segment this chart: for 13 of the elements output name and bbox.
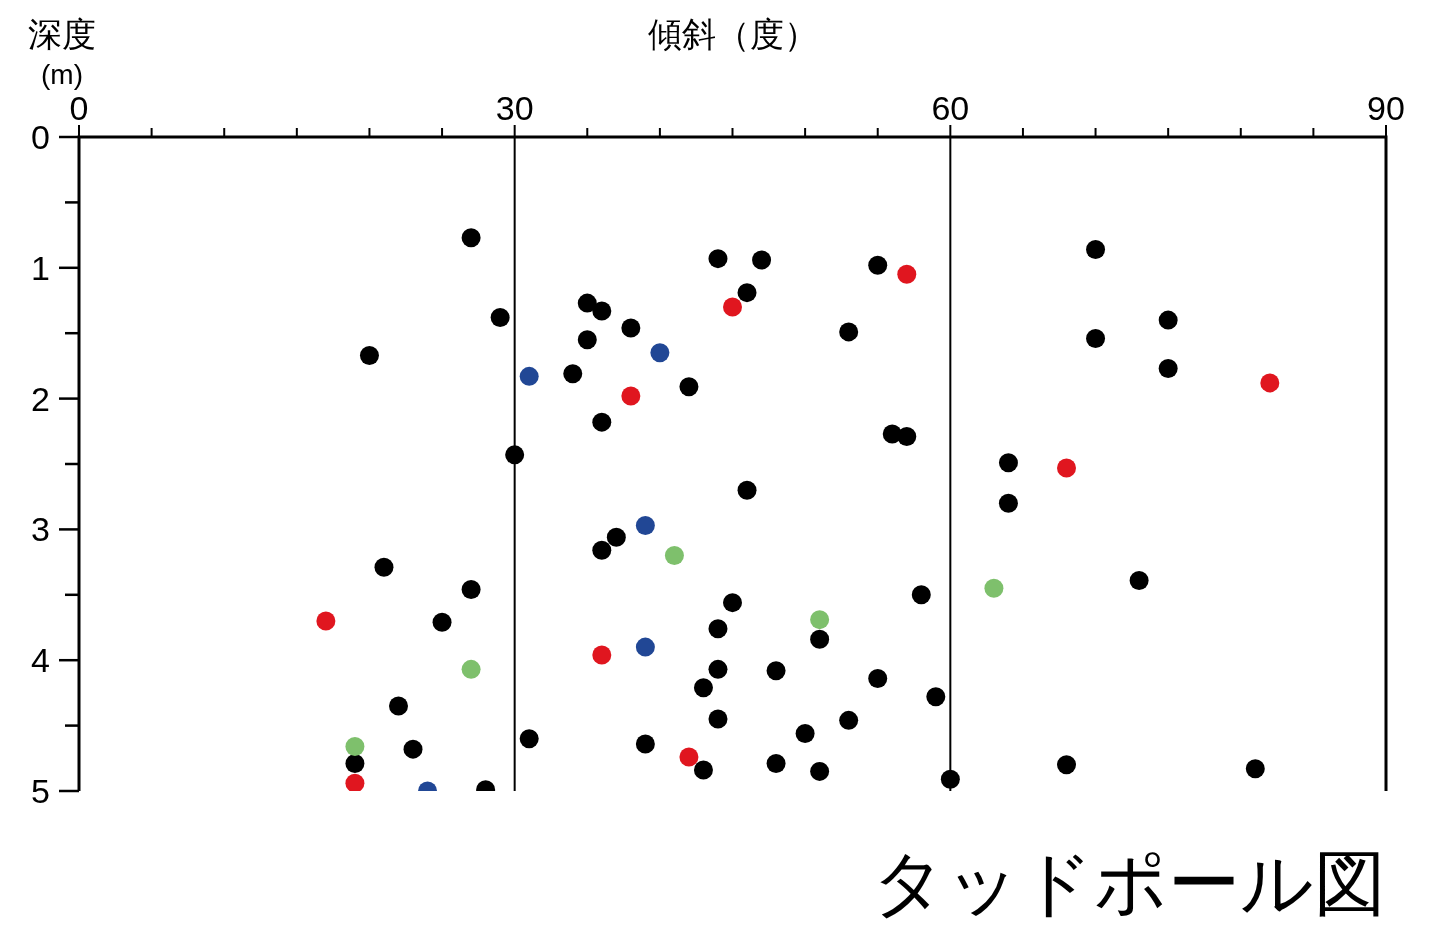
ylabel: 深度 (m) <box>28 15 96 90</box>
x-tick-label: 0 <box>69 89 89 127</box>
y-tick-label: 4 <box>31 641 50 680</box>
y-tick-label: 2 <box>31 379 50 418</box>
y-tick-label: 3 <box>31 510 50 549</box>
y-tick-label: 5 <box>31 772 50 810</box>
x-tick-label: 90 <box>1367 89 1405 127</box>
title: タッドポール図 <box>872 843 1386 923</box>
xlabel: 傾斜（度） <box>647 15 818 53</box>
x-tick-label: 60 <box>931 89 970 127</box>
y-tick-label: 0 <box>31 118 50 156</box>
x-tick-label: 30 <box>495 89 534 127</box>
y-tick-label: 1 <box>31 248 50 287</box>
